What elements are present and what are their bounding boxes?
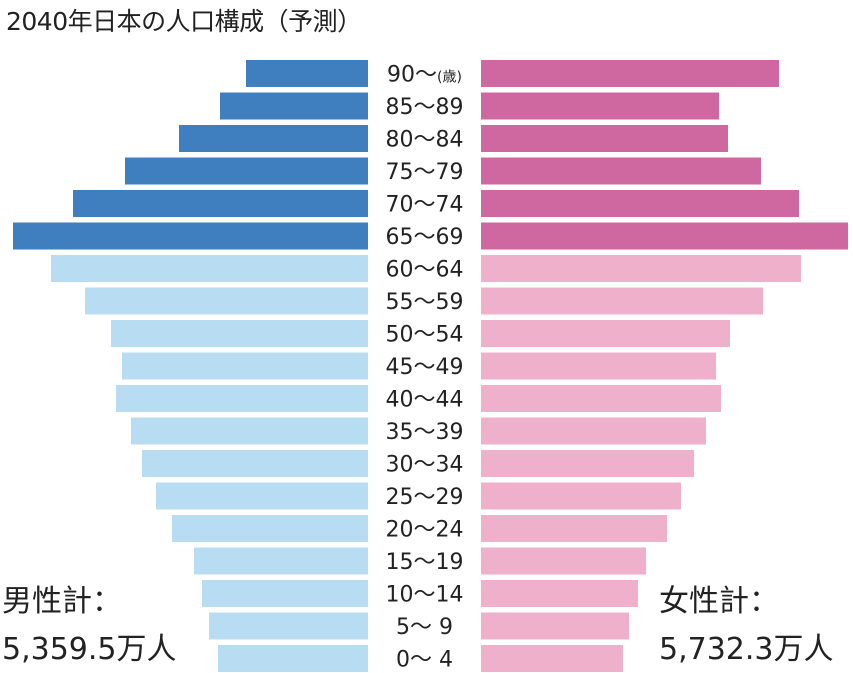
male-bar: [73, 190, 368, 217]
female-bar: [481, 417, 706, 445]
age-group-label: 45～49: [386, 355, 464, 380]
male-bar: [85, 287, 368, 315]
age-group-label: 30～34: [386, 453, 464, 478]
female-bar: [481, 482, 681, 510]
age-group-label: 35～39: [386, 420, 464, 445]
male-bar: [51, 255, 368, 282]
male-bar: [131, 417, 368, 445]
age-group-label: 55～59: [386, 290, 464, 315]
female-bar: [481, 222, 848, 250]
age-group-label: 70～74: [386, 193, 464, 218]
female-total-label: 女性計：: [659, 584, 779, 619]
male-total-value: 5,359.5万人: [2, 632, 177, 667]
age-group-label: 25～29: [386, 485, 464, 510]
male-bar: [122, 352, 368, 380]
male-bar: [209, 612, 368, 640]
age-group-label: 10～14: [386, 583, 464, 608]
age-group-label: 80～84: [386, 128, 464, 153]
male-bar: [111, 320, 368, 347]
male-bar: [179, 125, 368, 152]
age-group-label: 90～(歳): [387, 63, 462, 88]
female-bar: [481, 320, 730, 347]
female-bar: [481, 287, 763, 315]
male-bar: [156, 482, 368, 510]
age-group-label: 5～ 9: [396, 615, 453, 640]
female-bar: [481, 352, 716, 380]
age-group-label: 75～79: [386, 160, 464, 185]
age-group-label: 60～64: [386, 258, 464, 283]
female-bar: [481, 645, 623, 672]
male-total-label: 男性計：: [2, 584, 122, 619]
female-bar: [481, 385, 721, 412]
female-bar: [481, 450, 694, 477]
female-bar: [481, 92, 719, 120]
female-bar: [481, 255, 801, 282]
male-bar: [218, 645, 368, 672]
female-bar: [481, 515, 667, 542]
male-bar: [116, 385, 368, 412]
age-group-label: 15～19: [386, 550, 464, 575]
male-bar: [142, 450, 368, 477]
age-group-label: 85～89: [386, 95, 464, 120]
female-bar: [481, 190, 799, 217]
age-group-label: 20～24: [386, 518, 464, 543]
female-bar: [481, 157, 761, 185]
age-group-label: 50～54: [386, 323, 464, 348]
age-group-label: 40～44: [386, 388, 464, 413]
female-bar: [481, 547, 646, 575]
male-bar: [220, 92, 368, 120]
chart-title: 2040年日本の人口構成（予測）: [6, 7, 362, 36]
female-total-value: 5,732.3万人: [659, 632, 834, 667]
female-bar: [481, 612, 629, 640]
age-group-label: 0～ 4: [396, 648, 453, 673]
female-bar: [481, 125, 728, 152]
male-bar: [125, 157, 368, 185]
male-bar: [246, 60, 368, 87]
male-bar: [194, 547, 368, 575]
age-group-label: 65～69: [386, 225, 464, 250]
female-bar: [481, 60, 779, 87]
male-bar: [172, 515, 368, 542]
female-bar: [481, 580, 638, 607]
male-bar: [13, 222, 368, 250]
male-bar: [202, 580, 368, 607]
